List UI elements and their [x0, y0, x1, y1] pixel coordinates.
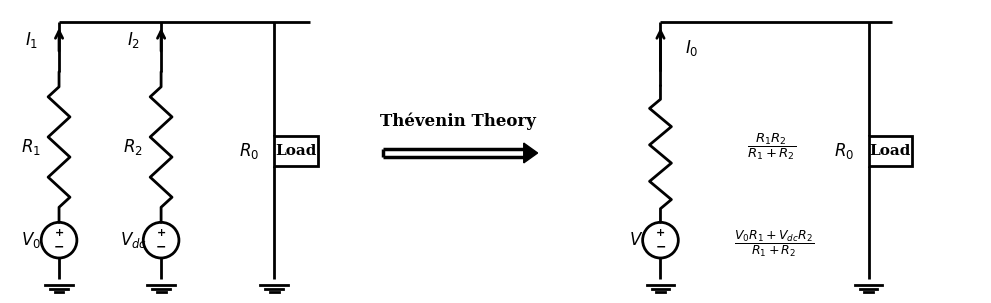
Text: $I_0$: $I_0$ [686, 38, 699, 58]
Text: $R_0$: $R_0$ [239, 141, 260, 161]
Text: $I_2$: $I_2$ [127, 30, 140, 50]
Text: Load: Load [275, 144, 316, 158]
Text: +: + [656, 228, 665, 238]
Text: +: + [157, 228, 165, 238]
Text: $R_0$: $R_0$ [833, 141, 854, 161]
Text: −: − [54, 241, 64, 253]
Text: Thévenin Theory: Thévenin Theory [381, 112, 536, 130]
Text: $\dfrac{V_0 R_1 + V_{dc} R_2}{R_1 + R_2}$: $\dfrac{V_0 R_1 + V_{dc} R_2}{R_1 + R_2}… [734, 229, 815, 259]
Text: +: + [55, 228, 63, 238]
Text: −: − [655, 241, 666, 253]
Text: $V_{dc}$: $V_{dc}$ [120, 230, 147, 250]
Text: $V_0$: $V_0$ [21, 230, 42, 250]
Text: −: − [156, 241, 166, 253]
Text: $R_1$: $R_1$ [22, 137, 42, 157]
Text: $I_1$: $I_1$ [25, 30, 38, 50]
Text: $V$: $V$ [628, 232, 643, 249]
Text: $R_2$: $R_2$ [124, 137, 144, 157]
Text: $\dfrac{R_1 R_2}{R_1 + R_2}$: $\dfrac{R_1 R_2}{R_1 + R_2}$ [747, 132, 796, 162]
FancyBboxPatch shape [868, 136, 912, 166]
FancyBboxPatch shape [275, 136, 318, 166]
Text: Load: Load [870, 144, 911, 158]
Polygon shape [523, 143, 537, 163]
